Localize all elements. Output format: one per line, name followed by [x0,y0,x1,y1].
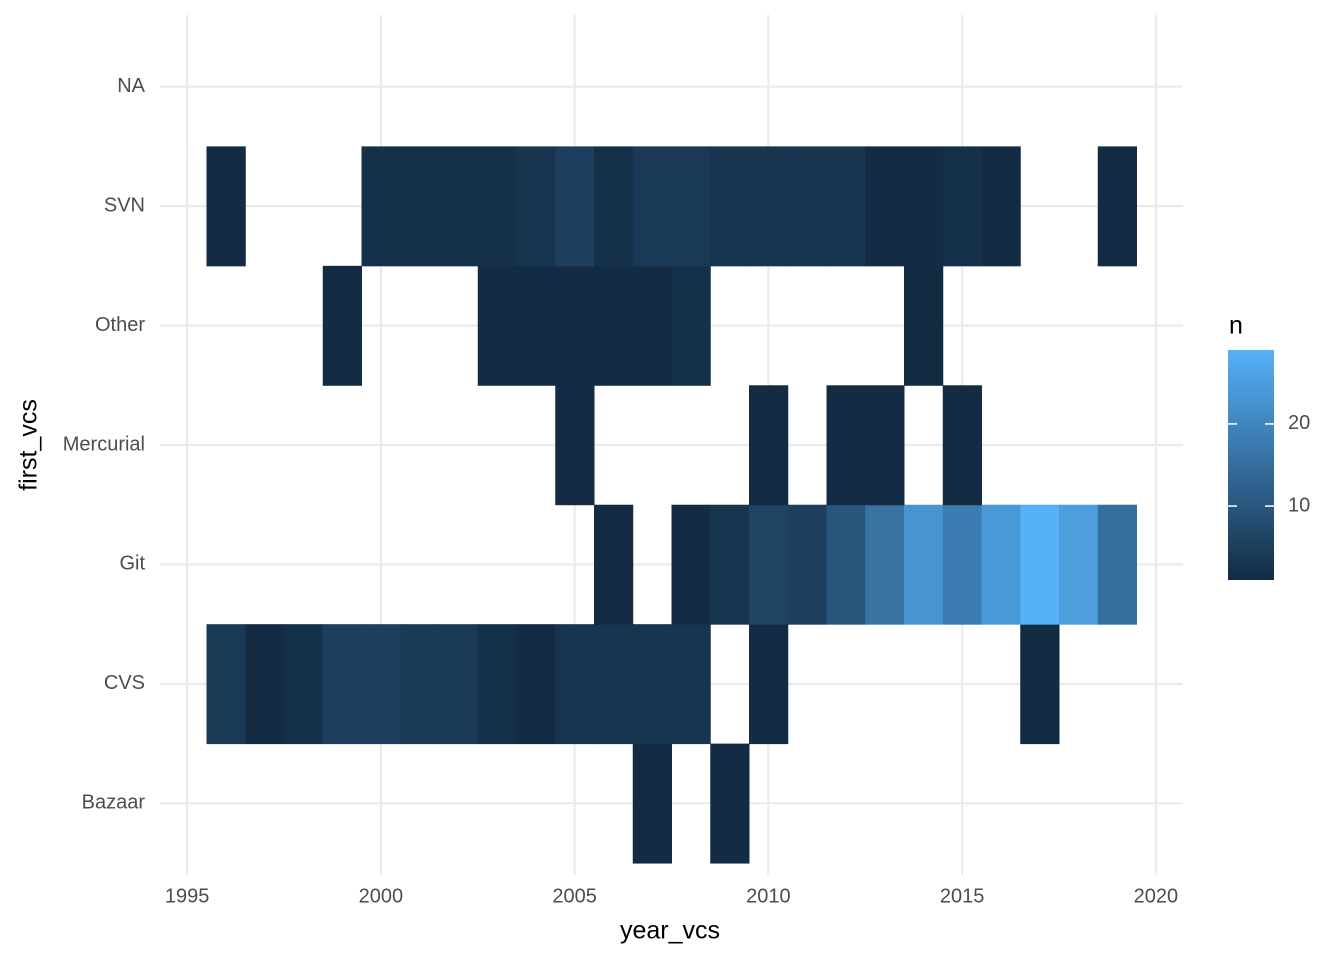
tile [1020,504,1060,625]
x-tick-label: 2020 [1134,885,1179,907]
tile [555,385,595,506]
tile [904,146,944,267]
tile [477,265,517,386]
tile [361,146,401,267]
tile [826,504,866,625]
tile [322,265,362,386]
tile [981,146,1021,267]
y-tick-label: SVN [104,194,145,216]
tile [1097,504,1137,625]
tile [555,146,595,267]
x-tick-label: 2005 [552,885,597,907]
y-tick-label: NA [117,75,145,97]
tile [749,146,789,267]
tile [826,146,866,267]
tile [439,146,479,267]
tile [904,265,944,386]
tile [477,624,517,745]
tile [749,385,789,506]
tile [865,504,905,625]
tile [1059,504,1099,625]
tile [787,504,827,625]
y-tick-label: Other [95,314,145,336]
x-tick-label: 2010 [746,885,791,907]
tile [632,624,672,745]
tile [981,504,1021,625]
x-tick-label: 1995 [165,885,210,907]
tile [710,146,750,267]
tile [865,146,905,267]
tile [555,624,595,745]
tile [322,624,362,745]
tile [439,624,479,745]
x-axis-title: year_vcs [620,917,720,945]
colorbar-label: 10 [1288,494,1310,516]
y-axis-title: first_vcs [15,399,43,491]
tile [594,504,634,625]
tile [477,146,517,267]
y-tick-label: Bazaar [82,792,146,814]
tile [749,504,789,625]
tile [594,624,634,745]
tile [942,504,982,625]
tile [516,146,556,267]
tile [1097,146,1137,267]
y-tick-label: Mercurial [63,433,145,455]
tile [671,624,711,745]
x-tick-label: 2015 [940,885,985,907]
y-tick-label: Git [119,553,145,575]
tile [632,743,672,864]
tile [400,624,440,745]
tile [516,265,556,386]
tile [671,265,711,386]
tile [710,504,750,625]
x-tick-label: 2000 [359,885,404,907]
y-tick-label: CVS [104,672,145,694]
tile [361,624,401,745]
legend-title: n [1229,312,1243,340]
tile [245,624,285,745]
colorbar [1228,350,1274,580]
tile [632,265,672,386]
tile [671,146,711,267]
tile [632,146,672,267]
tile [1020,624,1060,745]
tile [671,504,711,625]
tile [284,624,324,745]
tile [749,624,789,745]
tile [594,146,634,267]
tile [594,265,634,386]
tile [516,624,556,745]
tile [787,146,827,267]
tile [826,385,866,506]
colorbar-label: 20 [1288,412,1310,434]
tile [942,385,982,506]
tile [942,146,982,267]
tile [904,504,944,625]
tile [865,385,905,506]
tile [710,743,750,864]
tile [206,146,246,267]
tile [400,146,440,267]
tile [206,624,246,745]
tile [555,265,595,386]
